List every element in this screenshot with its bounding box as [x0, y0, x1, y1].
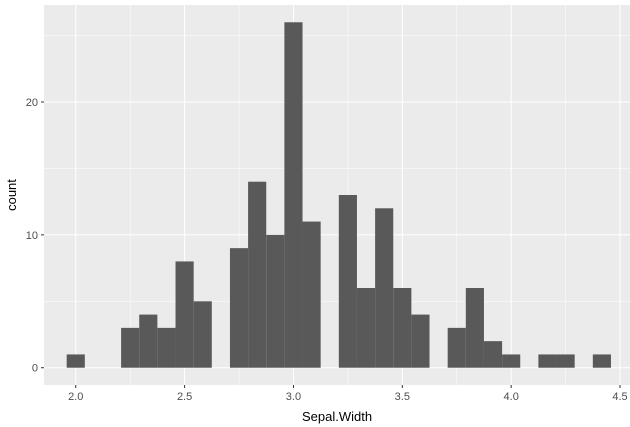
histogram-bar	[502, 354, 521, 368]
histogram-bar	[592, 354, 611, 368]
histogram-bar	[121, 327, 140, 368]
histogram-bar	[284, 22, 303, 368]
histogram-bar	[175, 261, 194, 368]
x-tick-label: 2.5	[177, 391, 192, 403]
histogram-bar	[483, 341, 503, 368]
x-axis-ticks: 2.0 2.5 3.0 3.5 4.0 4.5	[68, 385, 628, 403]
histogram-bar	[229, 248, 249, 368]
histogram-bar	[139, 314, 158, 368]
histogram-bar	[157, 327, 176, 368]
x-axis-title: Sepal.Width	[302, 409, 372, 424]
bars	[66, 22, 611, 368]
histogram-bar	[411, 314, 430, 368]
histogram-bar	[447, 327, 466, 368]
histogram-bar	[266, 234, 285, 368]
histogram-bar	[193, 301, 212, 368]
y-tick-label: 10	[26, 230, 38, 242]
histogram-bar	[66, 354, 85, 368]
histogram-bar	[393, 288, 412, 368]
x-tick-label: 4.0	[504, 391, 519, 403]
y-axis-title: count	[4, 179, 19, 211]
histogram-bar	[538, 354, 557, 368]
x-tick-label: 4.5	[612, 391, 627, 403]
y-tick-label: 20	[26, 97, 38, 109]
y-axis-ticks: 0 10 20	[26, 97, 44, 375]
histogram-bar	[302, 221, 321, 368]
x-tick-label: 2.0	[68, 391, 83, 403]
histogram-bar	[465, 288, 484, 368]
histogram-bar	[375, 208, 394, 368]
y-tick-label: 0	[32, 363, 38, 375]
histogram-bar	[356, 288, 376, 368]
histogram-bar	[338, 195, 357, 368]
x-tick-label: 3.0	[286, 391, 301, 403]
histogram-bar	[556, 354, 575, 368]
histogram-bar	[248, 181, 267, 368]
x-tick-label: 3.5	[395, 391, 410, 403]
